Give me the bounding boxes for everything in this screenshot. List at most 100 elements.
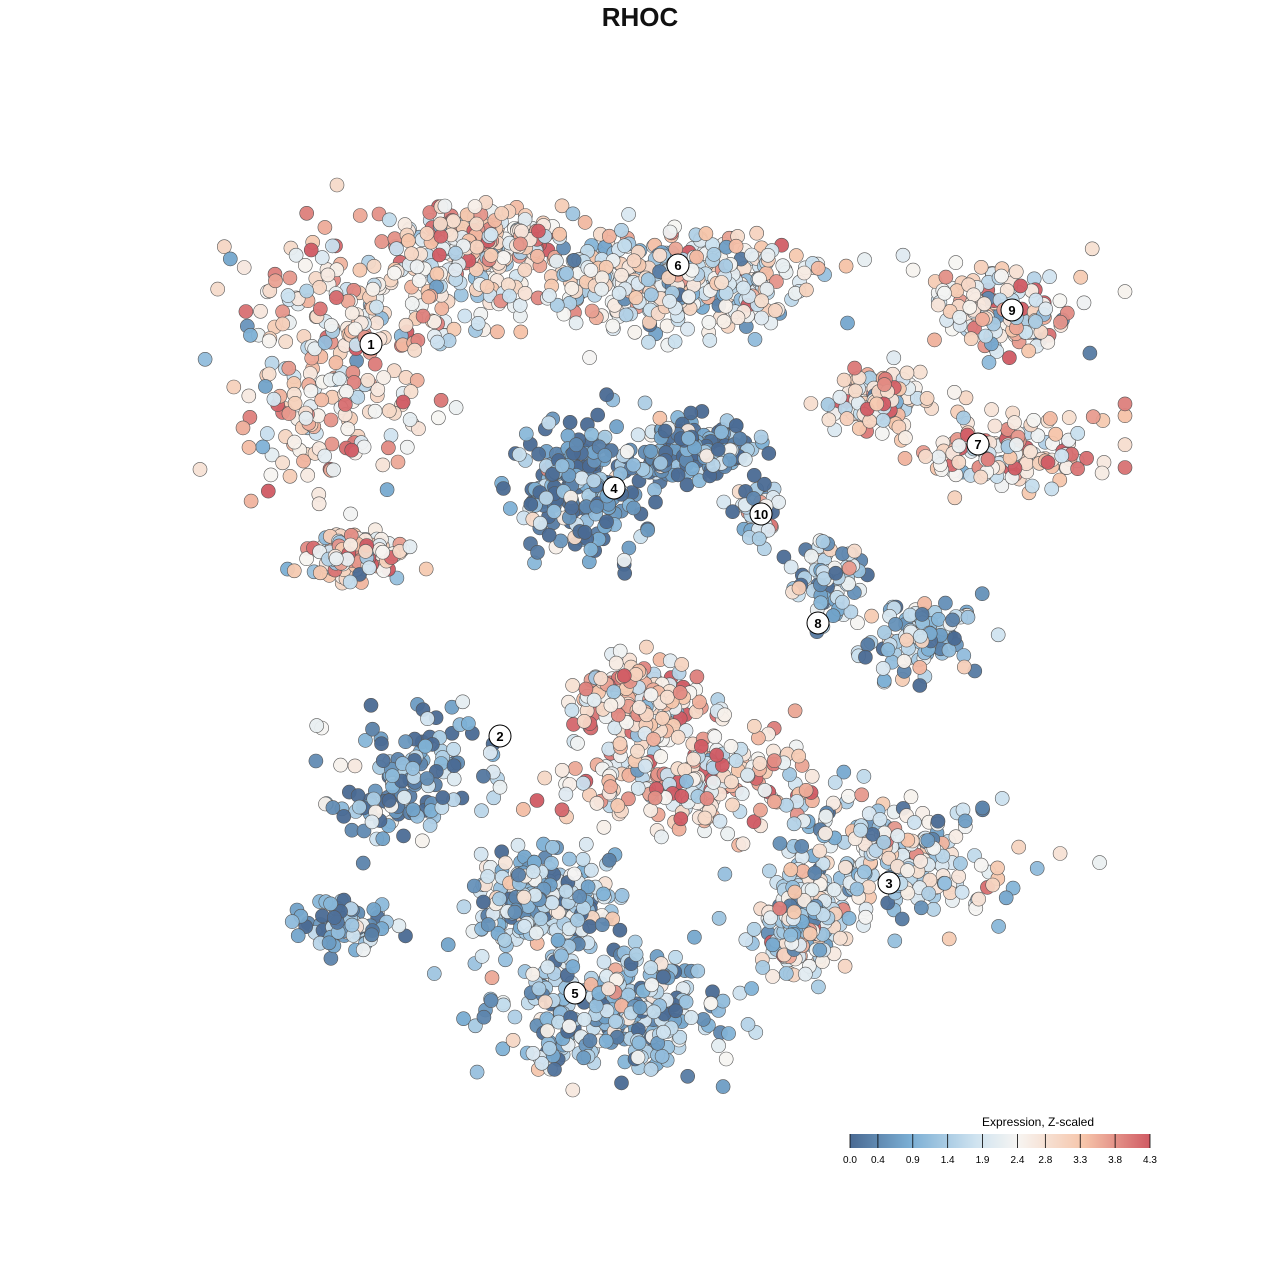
cell-point xyxy=(632,1000,648,1015)
cell-point xyxy=(953,856,968,871)
cell-point xyxy=(480,869,496,884)
cell-point xyxy=(431,410,446,426)
cell-point xyxy=(612,736,628,752)
cell-point xyxy=(558,883,574,899)
cell-point xyxy=(1043,411,1058,426)
cell-point xyxy=(578,836,594,852)
cell-point xyxy=(532,515,548,531)
cell-point xyxy=(260,483,276,499)
cell-point xyxy=(552,226,567,242)
cell-point xyxy=(611,285,627,301)
cell-point xyxy=(810,260,826,276)
cell-point xyxy=(728,418,744,434)
cell-point xyxy=(1011,839,1027,855)
cell-point xyxy=(847,360,862,376)
cell-point xyxy=(510,837,526,853)
cell-point xyxy=(875,661,891,676)
cell-point xyxy=(991,919,1006,934)
cell-point xyxy=(896,653,912,669)
cell-point xyxy=(667,334,683,349)
cell-point xyxy=(767,794,782,810)
cell-point xyxy=(614,1075,629,1091)
cluster-label-10: 10 xyxy=(749,502,773,526)
cell-point xyxy=(601,228,617,244)
cell-point xyxy=(643,443,659,459)
cell-point xyxy=(518,426,534,442)
cell-point xyxy=(567,761,583,776)
cell-point xyxy=(420,711,435,727)
cell-point xyxy=(515,802,531,817)
cell-point xyxy=(886,350,902,366)
cell-point xyxy=(282,468,298,484)
cell-point xyxy=(242,409,258,425)
cell-point xyxy=(919,391,935,406)
cell-point xyxy=(456,1011,471,1027)
cell-point xyxy=(287,434,302,450)
cell-point xyxy=(375,457,391,473)
cell-point xyxy=(584,427,599,442)
cell-point xyxy=(281,360,297,376)
cell-point xyxy=(725,797,740,813)
cell-point xyxy=(457,308,473,324)
cell-point xyxy=(672,685,688,700)
cell-point xyxy=(391,918,407,934)
cell-point xyxy=(575,851,591,867)
cell-point xyxy=(419,226,435,241)
cell-point xyxy=(812,942,828,958)
cell-point xyxy=(847,543,862,559)
cell-point xyxy=(523,496,539,512)
cell-point xyxy=(876,834,892,850)
cell-point xyxy=(399,439,415,455)
cell-point xyxy=(1023,444,1038,460)
cell-point xyxy=(931,449,947,465)
cell-point xyxy=(646,1004,662,1020)
cell-point xyxy=(783,862,799,877)
cell-point xyxy=(476,1009,492,1025)
cell-point xyxy=(455,694,471,710)
cell-point xyxy=(582,1033,598,1048)
cell-point xyxy=(614,223,629,238)
cell-point xyxy=(483,248,499,263)
cell-point xyxy=(854,787,870,803)
cluster-label-text: 8 xyxy=(814,616,821,631)
cell-point xyxy=(243,327,258,343)
cluster-label-9: 9 xyxy=(1000,298,1024,322)
cluster-label-text: 5 xyxy=(571,986,578,1001)
cell-point xyxy=(697,810,713,826)
cell-point xyxy=(954,884,970,900)
cell-point xyxy=(975,312,990,327)
cell-point xyxy=(606,684,622,700)
cell-point xyxy=(737,452,753,467)
cell-point xyxy=(525,966,541,982)
cell-point xyxy=(303,383,319,399)
cell-point xyxy=(841,560,857,576)
cell-point xyxy=(811,979,826,995)
cell-point xyxy=(561,1019,577,1034)
cell-point xyxy=(1048,426,1063,442)
cell-point xyxy=(836,764,852,780)
cell-point xyxy=(948,829,964,845)
cell-point xyxy=(838,258,854,274)
cell-point xyxy=(328,355,344,371)
cell-point xyxy=(317,335,333,350)
cell-point xyxy=(990,627,1006,643)
cell-point xyxy=(261,333,277,349)
cell-point xyxy=(1007,415,1022,430)
cell-point xyxy=(905,262,921,278)
cell-point xyxy=(405,802,421,818)
cell-point xyxy=(474,803,489,819)
cell-point xyxy=(268,273,283,289)
cell-point xyxy=(626,500,641,516)
cell-point xyxy=(755,960,771,975)
cell-point xyxy=(836,372,852,388)
cell-point xyxy=(235,420,251,436)
cell-point xyxy=(912,660,928,675)
cell-point xyxy=(507,904,523,920)
cell-point xyxy=(594,917,610,933)
cell-point xyxy=(317,448,333,464)
cell-point xyxy=(502,288,517,304)
cell-point xyxy=(537,994,553,1010)
cell-point xyxy=(837,958,853,974)
cell-point xyxy=(898,430,913,446)
cell-point xyxy=(947,631,962,646)
